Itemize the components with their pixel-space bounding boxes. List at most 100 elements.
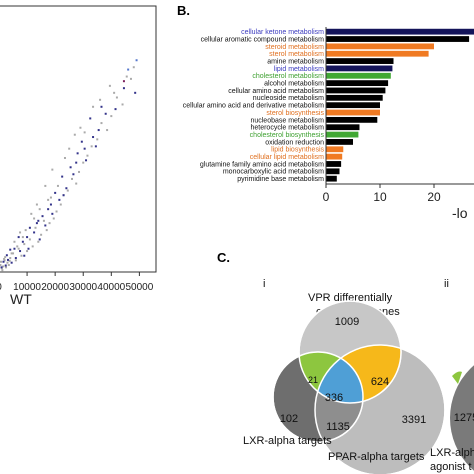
bar — [326, 80, 389, 87]
scatter-point — [100, 122, 103, 125]
scatter-point — [17, 236, 20, 239]
scatter-point — [61, 175, 64, 178]
bar-category-label: heterocycle metabolism — [250, 125, 324, 132]
scatter-point — [110, 115, 113, 118]
scatter-point — [10, 261, 13, 264]
scatter-point — [33, 217, 36, 220]
venn-i-sublabel: i — [263, 278, 265, 290]
scatter-points — [0, 59, 138, 272]
scatter-point — [33, 231, 36, 234]
venn-count-vpr-lxr: 21 — [308, 375, 318, 385]
bar-x-tick-label: 20 — [427, 190, 441, 204]
scatter-point — [86, 154, 89, 157]
bar-category-label: glutamine family amino acid metabolism — [200, 161, 324, 168]
scatter-point — [59, 203, 62, 206]
bar-bars — [326, 28, 474, 182]
bar-category-label: alcohol metabolism — [264, 81, 324, 88]
scatter-x-tick-label: 20000 — [41, 282, 69, 293]
scatter-x-axis-label: WT — [10, 291, 32, 307]
scatter-point — [132, 66, 135, 69]
scatter-point — [49, 203, 52, 206]
scatter-point — [37, 219, 40, 222]
scatter-point — [121, 103, 124, 106]
scatter-point — [35, 222, 38, 225]
scatter-point — [106, 129, 109, 132]
scatter-point — [94, 145, 97, 148]
bar-x-ticks: 0 10 20 — [323, 184, 441, 204]
scatter-point — [28, 238, 31, 241]
bar — [326, 139, 353, 145]
scatter-point — [34, 226, 37, 229]
venn-count-lxr-ppar: 1135 — [326, 421, 350, 433]
bar — [326, 28, 474, 35]
bar — [326, 146, 344, 153]
scatter-point — [51, 212, 54, 215]
scatter-point — [21, 236, 24, 239]
bar — [326, 109, 380, 116]
venn-ii-green-sliver — [452, 371, 462, 384]
bar — [326, 72, 391, 79]
bar — [326, 131, 359, 138]
scatter-point — [125, 75, 128, 78]
bar-category-label: cellular lipid metabolism — [250, 154, 324, 161]
scatter-point — [92, 136, 95, 139]
scatter-point — [55, 210, 58, 213]
scatter-point — [56, 184, 59, 187]
venn-ii-circle — [450, 365, 474, 471]
scatter-point — [3, 257, 6, 260]
bar-category-label: lipid metabolism — [274, 66, 324, 73]
venn-count-lxr-only: 102 — [280, 413, 298, 425]
scatter-point — [122, 80, 125, 83]
scatter-point — [129, 77, 132, 80]
scatter-point — [6, 258, 9, 261]
scatter-point — [82, 161, 85, 164]
venn-count-vpr-only: 1009 — [335, 316, 359, 328]
bar-category-label: oxidation reduction — [265, 139, 324, 146]
venn-ii-label-line1: LXR-alph — [430, 447, 474, 459]
scatter-point — [9, 248, 12, 251]
scatter-point — [20, 254, 23, 257]
scatter-point — [51, 168, 54, 171]
scatter-point — [52, 217, 55, 220]
scatter-point — [28, 226, 31, 229]
scatter-point — [30, 212, 33, 215]
bar — [326, 116, 378, 123]
scatter-point — [12, 252, 15, 255]
scatter-point — [42, 219, 45, 222]
scatter-point — [2, 260, 5, 263]
scatter-point — [75, 182, 78, 185]
bar-category-label: cellular aromatic compound metabolism — [201, 36, 324, 43]
scatter-point — [96, 138, 99, 141]
venn-ppar-label: PPAR-alpha targets — [328, 451, 425, 463]
scatter-point — [5, 254, 8, 257]
scatter-point — [127, 68, 130, 71]
venn-count-all: 336 — [325, 392, 343, 404]
scatter-point — [65, 187, 68, 190]
venn-center-region — [315, 352, 363, 403]
bar-category-label: sterol biosynthesis — [266, 110, 324, 117]
bar-category-label: cholesterol biosynthesis — [250, 132, 325, 139]
bar — [326, 50, 429, 57]
scatter-point — [19, 231, 22, 234]
venn-count-ppar-only: 3391 — [402, 414, 426, 426]
bar — [326, 168, 340, 175]
scatter-x-tick-label: 30000 — [69, 282, 97, 293]
scatter-point — [35, 203, 38, 206]
scatter-point — [44, 224, 47, 227]
scatter-point — [108, 84, 111, 87]
scatter-point — [16, 245, 19, 248]
bar — [326, 124, 360, 131]
scatter-point — [115, 96, 118, 99]
venn-ii-sublabel: ii — [444, 278, 449, 290]
bar-category-label: cellular amino acid metabolism — [228, 88, 324, 95]
scatter-point — [66, 189, 69, 192]
scatter-point — [38, 208, 41, 211]
scatter-point — [62, 194, 65, 197]
scatter-point — [23, 254, 26, 257]
bar — [326, 65, 393, 72]
scatter-point — [2, 265, 5, 268]
